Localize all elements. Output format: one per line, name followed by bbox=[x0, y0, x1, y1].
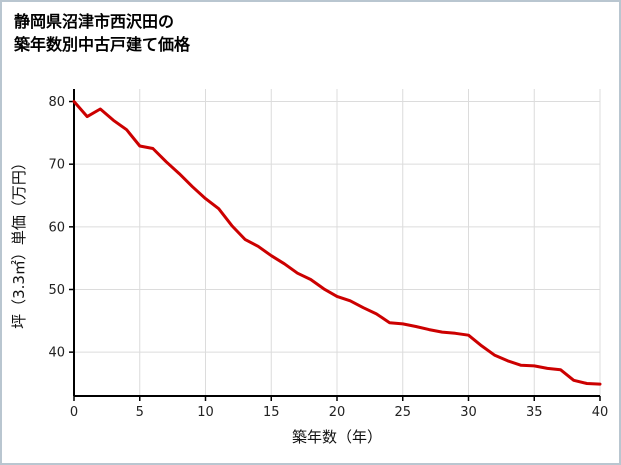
price-line bbox=[72, 100, 602, 386]
x-tick-label: 5 bbox=[136, 405, 144, 420]
price-chart: 0 5 10 15 20 25 30 35 40 40 50 60 70 80 築年数（年） 坪（3.3㎡… bbox=[10, 89, 608, 446]
y-tick-label: 40 bbox=[48, 346, 65, 361]
chart-title: 静岡県沼津市西沢田の 築年数別中古戸建て価格 bbox=[14, 10, 190, 56]
x-tick-label: 40 bbox=[592, 405, 609, 420]
y-tick-label: 80 bbox=[48, 95, 65, 110]
x-tick-label: 15 bbox=[263, 405, 280, 420]
chart-title-line2: 築年数別中古戸建て価格 bbox=[14, 35, 191, 55]
y-tick-label: 70 bbox=[48, 158, 65, 173]
x-tick-label: 30 bbox=[460, 405, 477, 420]
x-tick-label: 35 bbox=[526, 405, 543, 420]
y-axis-label: 坪（3.3㎡）単価（万円） bbox=[10, 155, 28, 329]
y-tick-label: 50 bbox=[48, 283, 65, 298]
y-tick-label: 60 bbox=[48, 220, 65, 235]
x-axis-label: 築年数（年） bbox=[292, 428, 382, 446]
x-tick-label: 0 bbox=[70, 405, 78, 420]
chart-title-line1: 静岡県沼津市西沢田の bbox=[14, 12, 175, 31]
x-tick-label: 20 bbox=[329, 405, 346, 420]
x-tick-label: 25 bbox=[394, 405, 411, 420]
chart-tick-labels: 0 5 10 15 20 25 30 35 40 40 50 60 70 80 bbox=[48, 95, 608, 420]
chart-gridlines bbox=[74, 89, 601, 396]
x-tick-label: 10 bbox=[197, 405, 214, 420]
